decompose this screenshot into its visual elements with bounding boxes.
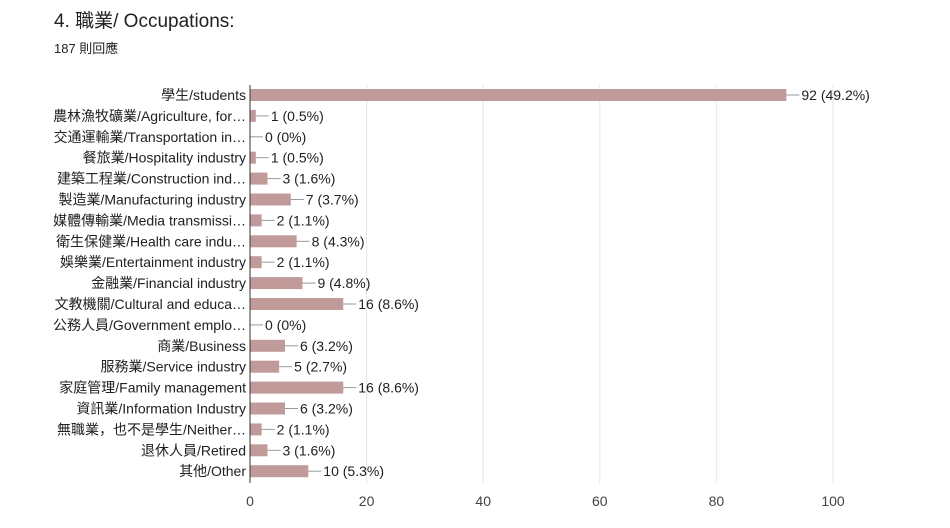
category-label: 建築工程業/Construction ind… bbox=[57, 171, 246, 187]
category-label: 文教機關/Cultural and educa… bbox=[55, 296, 246, 312]
bar bbox=[250, 381, 344, 394]
data-label: 1 (0.5%) bbox=[271, 108, 324, 124]
category-label: 其他/Other bbox=[179, 463, 246, 479]
data-label: 2 (1.1%) bbox=[277, 212, 330, 228]
data-label: 6 (3.2%) bbox=[300, 338, 353, 354]
x-tick-label: 20 bbox=[359, 493, 375, 509]
bar bbox=[250, 89, 787, 101]
x-tick-label: 80 bbox=[709, 493, 725, 509]
data-label: 0 (0%) bbox=[265, 129, 306, 145]
data-label: 92 (49.2%) bbox=[801, 87, 869, 103]
data-label: 10 (5.3%) bbox=[323, 463, 384, 479]
bar bbox=[250, 402, 285, 415]
bar bbox=[250, 465, 309, 478]
category-label: 製造業/Manufacturing industry bbox=[58, 192, 246, 208]
bar bbox=[250, 444, 268, 457]
category-label: 服務業/Service industry bbox=[101, 359, 246, 375]
bar bbox=[250, 423, 262, 436]
category-label: 家庭管理/Family management bbox=[59, 380, 246, 396]
data-label: 0 (0%) bbox=[265, 317, 306, 333]
category-label: 資訊業/Information Industry bbox=[76, 401, 246, 417]
bar bbox=[250, 277, 303, 290]
category-label: 金融業/Financial industry bbox=[91, 275, 246, 291]
x-tick-label: 0 bbox=[246, 493, 254, 509]
category-label: 無職業，也不是學生/Neither… bbox=[57, 421, 246, 437]
bar bbox=[250, 298, 344, 310]
bar bbox=[250, 256, 262, 269]
data-label: 2 (1.1%) bbox=[277, 421, 330, 437]
data-label: 7 (3.7%) bbox=[306, 192, 359, 208]
data-label: 1 (0.5%) bbox=[271, 150, 324, 166]
data-label: 8 (4.3%) bbox=[312, 233, 365, 249]
bar bbox=[250, 151, 256, 164]
category-label: 餐旅業/Hospitality industry bbox=[83, 150, 246, 166]
x-tick-label: 40 bbox=[475, 493, 491, 509]
data-label: 5 (2.7%) bbox=[294, 359, 347, 375]
data-label: 2 (1.1%) bbox=[277, 254, 330, 270]
category-label: 學生/students bbox=[161, 87, 246, 103]
category-label: 娛樂業/Entertainment industry bbox=[60, 254, 246, 270]
category-label: 公務人員/Government emplo… bbox=[53, 317, 246, 333]
data-label: 3 (1.6%) bbox=[282, 171, 335, 187]
response-count: 187 則回應 bbox=[54, 41, 119, 56]
category-label: 衛生保健業/Health care indu… bbox=[56, 233, 246, 249]
x-tick-label: 100 bbox=[821, 493, 845, 509]
data-label: 16 (8.6%) bbox=[358, 296, 419, 312]
data-label: 9 (4.8%) bbox=[317, 275, 370, 291]
category-label: 商業/Business bbox=[157, 338, 246, 354]
data-label: 16 (8.6%) bbox=[358, 380, 419, 396]
bar bbox=[250, 193, 291, 206]
bar bbox=[250, 214, 262, 227]
category-label: 媒體傳輸業/Media transmissi… bbox=[53, 212, 246, 228]
bar bbox=[250, 172, 268, 185]
category-label: 交通運輸業/Transportation in… bbox=[54, 129, 246, 145]
category-label: 退休人員/Retired bbox=[141, 442, 246, 458]
bar bbox=[250, 339, 285, 352]
data-label: 6 (3.2%) bbox=[300, 401, 353, 417]
bar bbox=[250, 235, 297, 248]
category-label: 農林漁牧礦業/Agriculture, for… bbox=[53, 108, 246, 124]
bar bbox=[250, 360, 280, 373]
data-label: 3 (1.6%) bbox=[282, 442, 335, 458]
bar bbox=[250, 109, 256, 122]
x-tick-label: 60 bbox=[592, 493, 608, 509]
chart-title: 4. 職業/ Occupations: bbox=[54, 11, 235, 32]
